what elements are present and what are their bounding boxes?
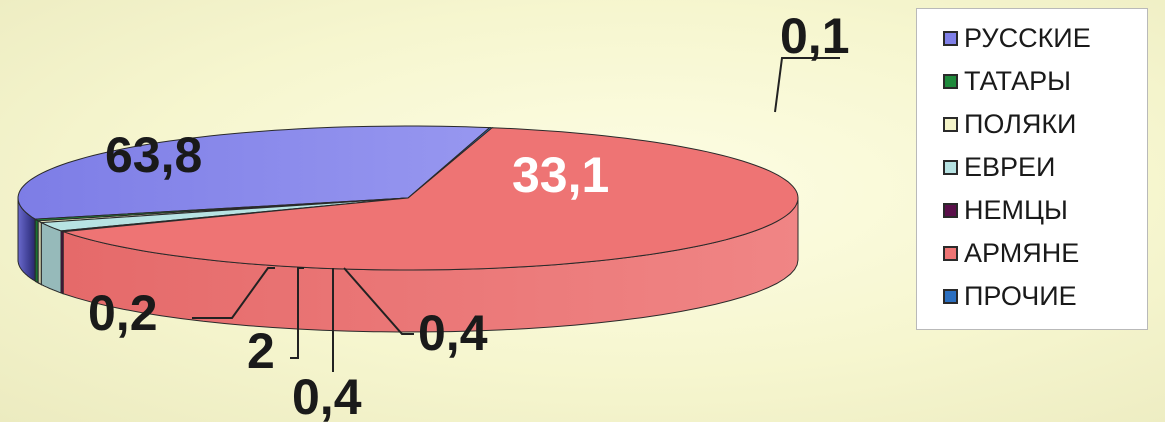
legend-label: ТАТАРЫ <box>964 66 1072 96</box>
legend-item-tatary: ТАТАРЫ <box>943 60 1147 103</box>
legend-swatch <box>943 31 958 46</box>
legend-item-russkie: РУССКИЕ <box>943 17 1147 60</box>
legend-label: ПОЛЯКИ <box>964 109 1077 139</box>
leader-line-tatary <box>343 267 414 335</box>
legend-swatch <box>943 160 958 175</box>
data-label-armyane: 63,8 <box>105 127 202 183</box>
legend-item-evrei: ЕВРЕИ <box>943 146 1147 189</box>
chart-legend: РУССКИЕ ТАТАРЫ ПОЛЯКИ ЕВРЕИ НЕМЦЫ АРМЯНЕ… <box>916 8 1148 330</box>
legend-swatch <box>943 289 958 304</box>
legend-item-armyane: АРМЯНЕ <box>943 232 1147 275</box>
data-label-polyaki: 0,4 <box>292 369 362 422</box>
data-label-russkie: 33,1 <box>512 147 609 203</box>
legend-item-polyaki: ПОЛЯКИ <box>943 103 1147 146</box>
legend-item-prochie: ПРОЧИЕ <box>943 275 1147 318</box>
leader-line-nemtsy <box>192 267 275 319</box>
leader-line-prochie <box>774 57 840 113</box>
data-label-evrei: 2 <box>247 323 275 379</box>
data-label-tatary: 0,4 <box>418 305 488 361</box>
pie-slice-russkie <box>17 125 491 220</box>
legend-label: НЕМЦЫ <box>964 195 1068 225</box>
legend-label: РУССКИЕ <box>964 23 1091 53</box>
leader-line-evrei <box>290 267 304 359</box>
legend-swatch <box>943 117 958 132</box>
legend-label: АРМЯНЕ <box>964 238 1080 268</box>
legend-item-nemtsy: НЕМЦЫ <box>943 189 1147 232</box>
legend-label: ЕВРЕИ <box>964 152 1056 182</box>
pie-slice-prochie <box>407 127 494 199</box>
legend-label: ПРОЧИЕ <box>964 281 1077 311</box>
legend-swatch <box>943 203 958 218</box>
data-label-prochie: 0,1 <box>780 8 850 64</box>
pie-slice-armyane <box>63 127 799 271</box>
pie-side-evrei <box>40 221 62 294</box>
data-label-nemtsy: 0,2 <box>88 285 158 341</box>
legend-swatch <box>943 246 958 261</box>
legend-swatch <box>943 74 958 89</box>
